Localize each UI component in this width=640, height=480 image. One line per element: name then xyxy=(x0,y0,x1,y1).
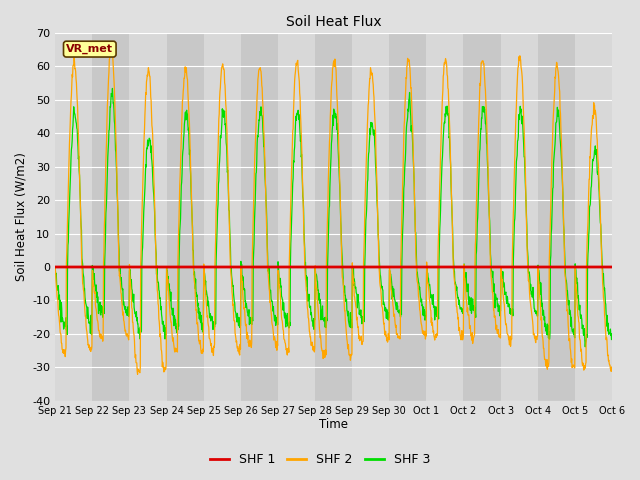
Bar xyxy=(463,33,500,401)
Bar xyxy=(500,33,538,401)
Bar xyxy=(166,33,204,401)
Y-axis label: Soil Heat Flux (W/m2): Soil Heat Flux (W/m2) xyxy=(15,153,28,281)
Bar xyxy=(575,33,612,401)
Title: Soil Heat Flux: Soil Heat Flux xyxy=(285,15,381,29)
Text: VR_met: VR_met xyxy=(67,44,113,54)
Bar xyxy=(389,33,426,401)
Bar xyxy=(315,33,352,401)
Bar xyxy=(426,33,463,401)
X-axis label: Time: Time xyxy=(319,419,348,432)
Bar xyxy=(241,33,278,401)
Bar xyxy=(278,33,315,401)
Bar xyxy=(55,33,92,401)
Bar xyxy=(352,33,389,401)
Bar xyxy=(129,33,166,401)
Bar xyxy=(204,33,241,401)
Bar xyxy=(92,33,129,401)
Legend: SHF 1, SHF 2, SHF 3: SHF 1, SHF 2, SHF 3 xyxy=(205,448,435,471)
Bar xyxy=(538,33,575,401)
